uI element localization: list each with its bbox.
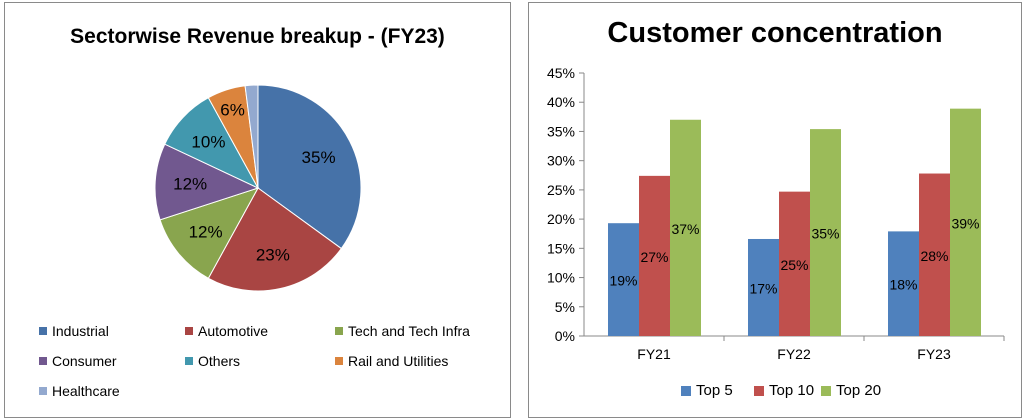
bar-top-20-fy23 [950, 108, 981, 336]
y-tick-label: 45% [547, 65, 575, 81]
legend-swatch [39, 327, 47, 335]
bar-chart-title: Customer concentration [607, 17, 943, 49]
bar-top-10-fy21 [639, 175, 670, 336]
legend-label: Top 5 [696, 382, 733, 399]
bar-chart-panel: Customer concentration 0% 5% 10% 15% 20% 25% 3… [528, 2, 1022, 418]
bar-top-10-fy22 [779, 191, 810, 336]
legend-swatch [185, 357, 193, 365]
pie-data-label: 23% [256, 245, 290, 264]
y-tick-label: 0% [555, 328, 575, 344]
legend-label: Industrial [52, 323, 109, 339]
bar-top-5-fy23 [888, 231, 919, 336]
pie-chart: 35% 23% 12% 12% 10% 6% [154, 84, 362, 292]
pie-data-label: 35% [302, 148, 336, 167]
legend-item-healthcare: Healthcare [39, 383, 120, 399]
legend-swatch [39, 357, 47, 365]
y-tick-label: 35% [547, 123, 575, 139]
bar-data-label: 25% [780, 257, 808, 273]
x-tick-label: FY23 [917, 346, 951, 362]
bar-top-5-fy22 [748, 238, 779, 336]
legend-item-top-10: Top 10 [754, 382, 814, 399]
pie-slice-tech-and-tech-infra [159, 187, 260, 279]
y-tick-label: 25% [547, 182, 575, 198]
legend-label: Automotive [198, 323, 269, 339]
bar-data-label: 18% [889, 277, 917, 293]
pie-chart-panel: Sectorwise Revenue breakup - (FY23) 35% 2… [4, 2, 511, 418]
legend-label: Consumer [52, 353, 117, 369]
pie-chart-title: Sectorwise Revenue breakup - (FY23) [70, 25, 445, 48]
legend-label: Healthcare [52, 383, 120, 399]
legend-label: Others [198, 353, 241, 369]
bar-top-5-fy21 [608, 223, 639, 336]
y-tick-label: 20% [547, 211, 575, 227]
bar-data-label: 27% [640, 249, 668, 265]
legend-swatch [335, 327, 343, 335]
y-tick-label: 5% [555, 299, 575, 315]
legend-item-top-5: Top 5 [681, 382, 733, 399]
legend-item-top-20: Top 20 [821, 382, 881, 399]
legend-swatch [821, 385, 831, 396]
pie-data-label: 10% [191, 132, 225, 151]
pie-slice-consumer [154, 143, 260, 221]
bar-chart: 0% 5% 10% 15% 20% 25% 30% 35% 40% 45% FY21 19%27%37… [547, 65, 1005, 362]
legend-swatch [681, 385, 691, 396]
legend-label: Tech and Tech Infra [348, 323, 470, 339]
pie-data-label: 6% [220, 101, 245, 120]
bar-data-label: 28% [920, 248, 948, 264]
legend-item-consumer: Consumer [39, 353, 117, 369]
pie-slice-automotive [207, 187, 343, 292]
bar-top-20-fy22 [810, 129, 841, 336]
y-tick-label: 40% [547, 94, 575, 110]
legend-swatch [754, 385, 764, 396]
x-tick-label: FY21 [637, 346, 671, 362]
bar-data-label: 35% [811, 226, 839, 242]
legend-item-rail-and-utilities: Rail and Utilities [335, 353, 448, 369]
legend-item-automotive: Automotive [185, 323, 268, 339]
legend-item-tech-and-tech-infra: Tech and Tech Infra [335, 323, 470, 339]
pie-data-label: 12% [173, 175, 207, 194]
legend-item-industrial: Industrial [39, 323, 109, 339]
legend-swatch [335, 357, 343, 365]
legend-label: Rail and Utilities [348, 353, 449, 369]
pie-slice-healthcare [244, 84, 259, 189]
legend-swatch [185, 327, 193, 335]
bar-data-label: 39% [951, 215, 979, 231]
legend-label: Top 10 [769, 382, 815, 399]
bar-data-label: 19% [609, 273, 637, 289]
legend-swatch [39, 387, 47, 395]
bar-data-label: 37% [671, 221, 699, 237]
y-tick-label: 15% [547, 240, 575, 256]
bar-top-20-fy21 [670, 119, 701, 336]
pie-data-label: 12% [189, 222, 223, 241]
legend-label: Top 20 [836, 382, 882, 399]
pie-slice-industrial [257, 84, 362, 250]
bar-data-label: 17% [749, 280, 777, 296]
x-tick-label: FY22 [777, 346, 811, 362]
legend-item-others: Others [185, 353, 240, 369]
bar-top-10-fy23 [919, 173, 950, 336]
y-tick-label: 10% [547, 270, 575, 286]
y-tick-label: 30% [547, 153, 575, 169]
